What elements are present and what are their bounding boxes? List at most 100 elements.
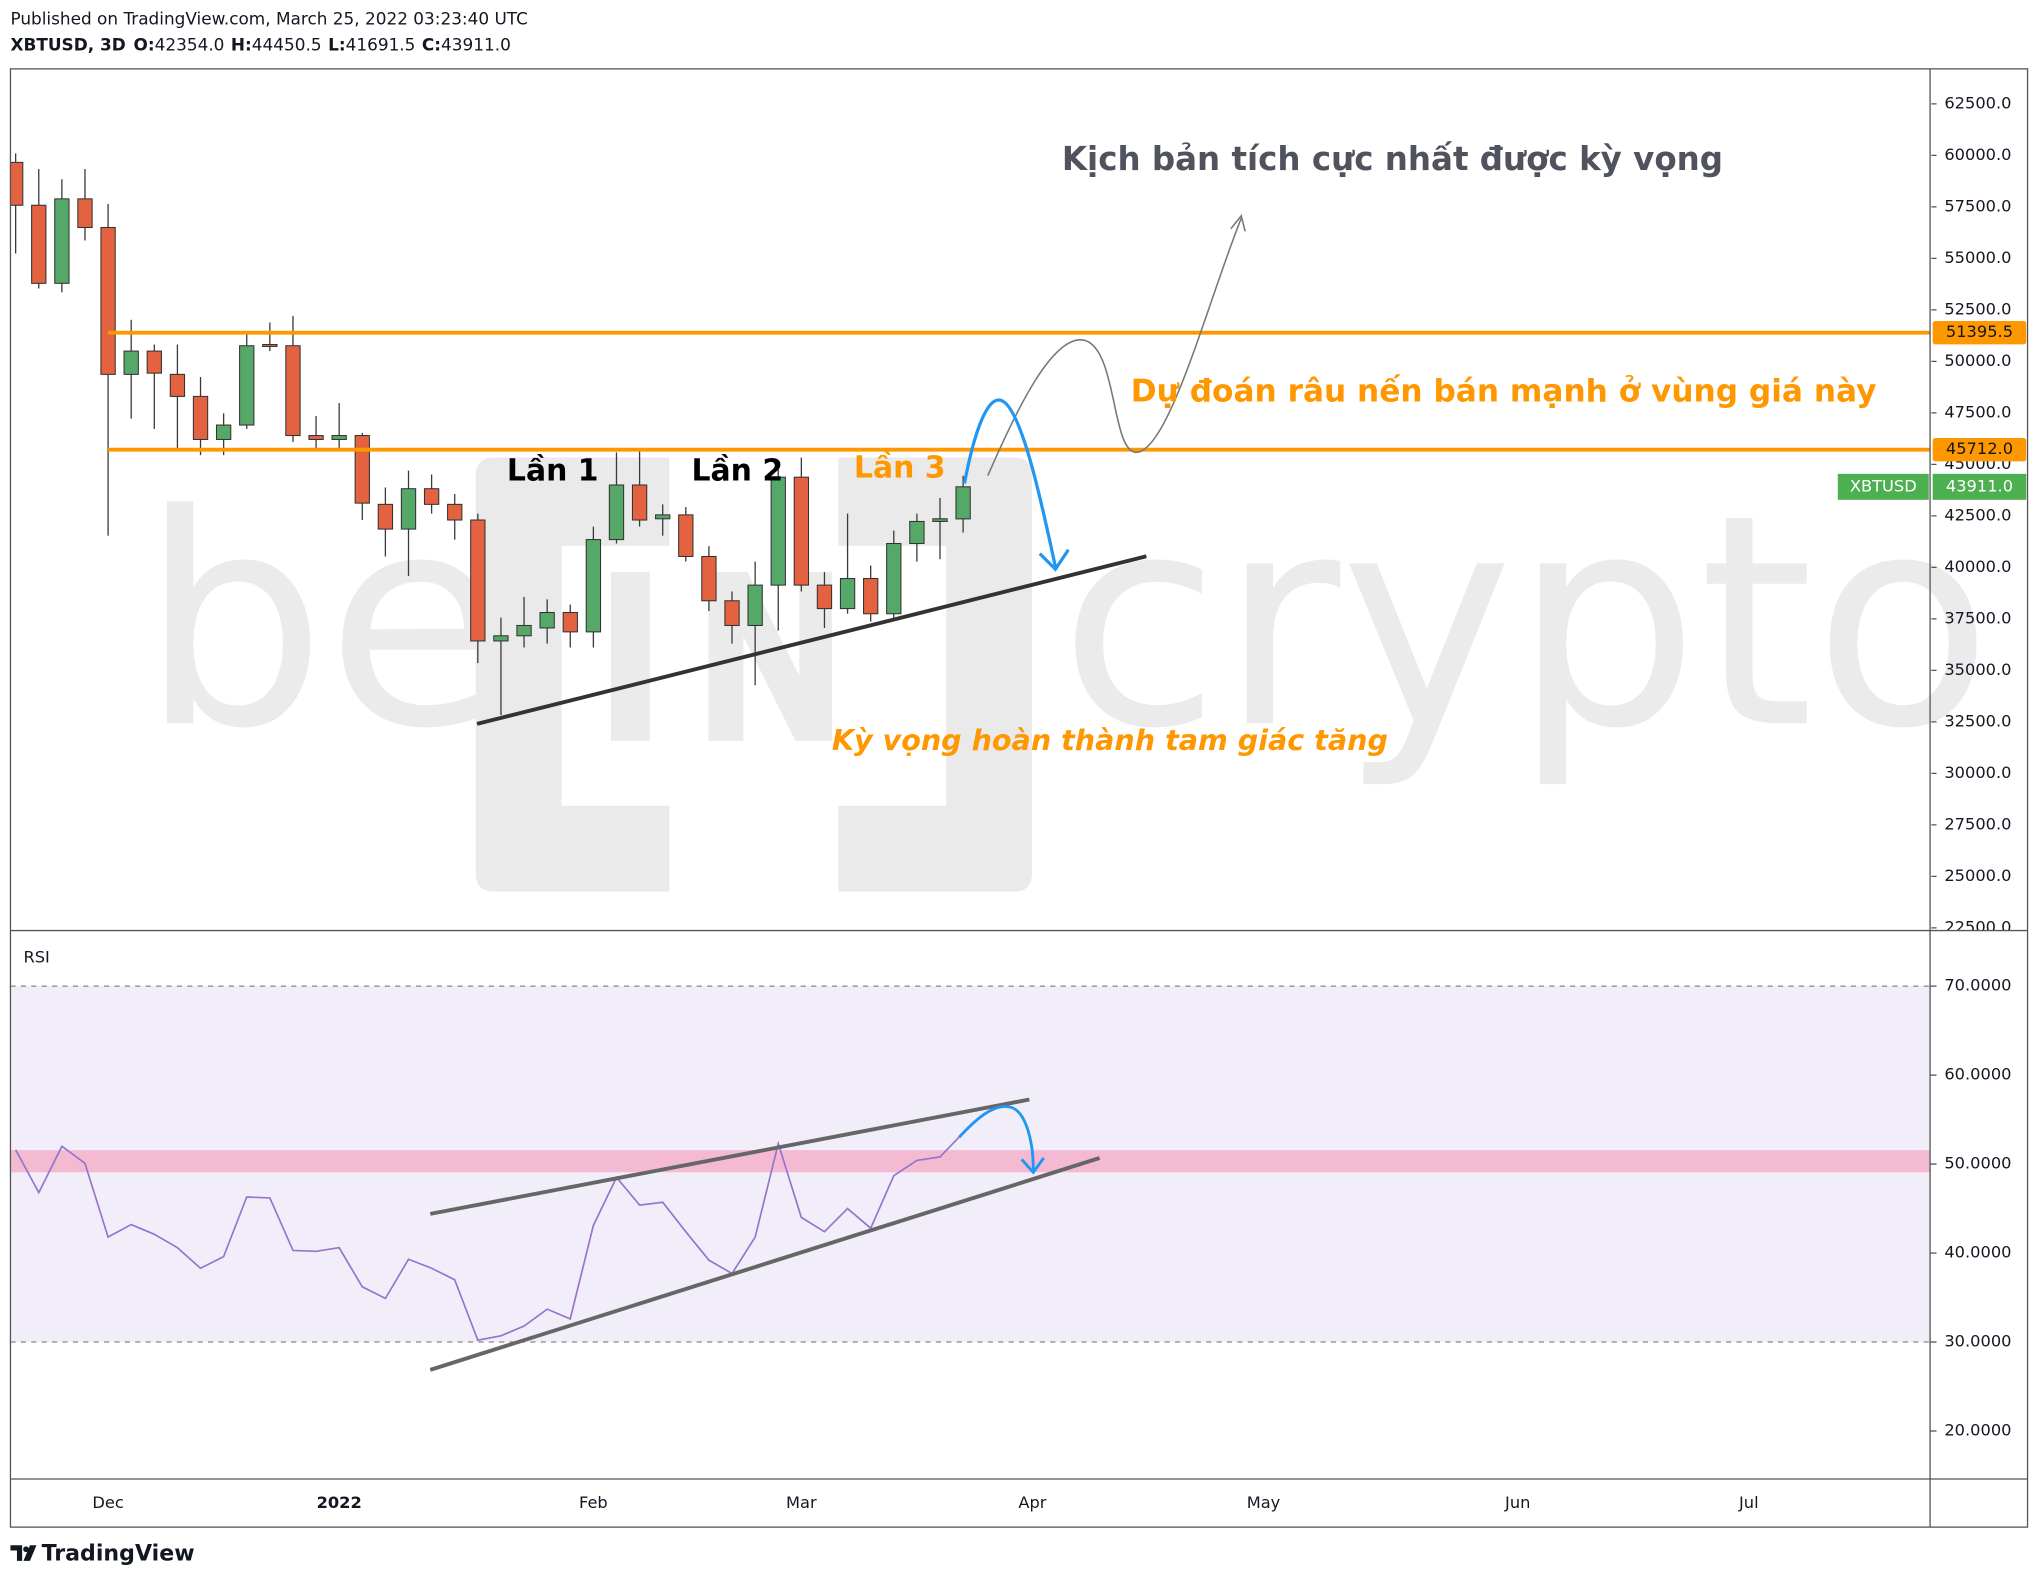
- y-tick-label: 55000.0: [1944, 248, 2011, 267]
- candle-body: [31, 204, 47, 284]
- y-tick-label: 25000.0: [1944, 866, 2011, 885]
- last-price-box: [1932, 473, 2027, 500]
- candle-body: [932, 518, 948, 522]
- candle-body: [539, 611, 555, 629]
- candle-body: [354, 435, 370, 504]
- candle-body: [909, 520, 925, 545]
- y-tick-label: 60000.0: [1944, 145, 2011, 164]
- rsi-trend-lower: [429, 1156, 1101, 1372]
- candle-body: [470, 519, 486, 642]
- candle-body: [192, 395, 209, 440]
- ohlc-key: O:: [134, 34, 155, 54]
- ohlc-value: 42354.0: [155, 34, 225, 54]
- y-tick-label: 32500.0: [1944, 711, 2011, 730]
- candle-body: [793, 476, 810, 586]
- watermark-bracket: [475, 457, 670, 892]
- candle-body: [239, 345, 255, 426]
- brand: TradingView: [42, 1540, 195, 1566]
- candle-body: [863, 577, 879, 615]
- x-tick-label: Jul: [1738, 1493, 1759, 1512]
- candle-body: [377, 503, 394, 530]
- y-tick-label: 70.0000: [1944, 976, 2011, 995]
- candle-body: [215, 424, 232, 440]
- y-tick-label: 47500.0: [1944, 402, 2011, 421]
- candle-body: [447, 503, 463, 521]
- rsi-arrow: [958, 1104, 1045, 1175]
- candle-body: [423, 488, 440, 505]
- candle-body: [493, 635, 509, 642]
- price-pane: [10, 153, 1931, 726]
- ohlc-value: 41691.5: [346, 34, 416, 54]
- frame: [9, 68, 2029, 1528]
- watermark-text: be: [140, 452, 506, 792]
- ohlc-key: H:: [231, 34, 252, 54]
- candle-body: [123, 350, 139, 375]
- rsi-trend-upper: [429, 1097, 1030, 1216]
- ohlc-value: 43911.0: [441, 34, 511, 54]
- ohlc-key: L:: [328, 34, 346, 54]
- top-layer: Dec 2022 Feb Mar Apr May Jun Jul 51395.5 45712.0 X…: [23, 140, 2027, 1512]
- level-box: [1932, 438, 2027, 462]
- y-tick-label: 20.0000: [1944, 1420, 2011, 1439]
- rejection-arrow: [962, 398, 1070, 572]
- candle-body: [54, 198, 70, 284]
- candle-body: [585, 539, 602, 633]
- candle-body: [308, 435, 324, 440]
- y-tick-label: 42500.0: [1944, 505, 2011, 524]
- candle-body: [169, 373, 186, 397]
- y-tick-label: 40000.0: [1944, 557, 2011, 576]
- x-tick-label: Apr: [1018, 1493, 1046, 1512]
- x-tick-label: Feb: [579, 1493, 608, 1512]
- candle-body: [816, 584, 833, 610]
- candle-body: [562, 611, 578, 633]
- candle-body: [331, 435, 347, 440]
- watermark: be crypto: [140, 452, 1993, 892]
- logo-dot: [23, 1546, 29, 1553]
- last-price-name-box: [1837, 473, 1929, 500]
- y-tick-label: 27500.0: [1944, 814, 2011, 833]
- annotation: Dự đoán râu nến bán mạnh ở vùng giá này: [1131, 373, 1877, 410]
- rsi-pane: [10, 985, 1931, 1372]
- y-tick-label: 52500.0: [1944, 299, 2011, 318]
- y-tick-label: 50000.0: [1944, 351, 2011, 370]
- candle-body: [400, 488, 417, 530]
- y-tick-label: 37500.0: [1944, 608, 2011, 627]
- watermark-text: crypto: [1059, 452, 1992, 792]
- annotation: Lần 3: [854, 451, 946, 486]
- trend-line: [476, 554, 1147, 726]
- candle-body: [839, 577, 856, 610]
- ohlc-value: 44450.5: [252, 34, 322, 54]
- scenario-path: [987, 214, 1246, 476]
- candle-body: [631, 484, 648, 521]
- rsi-line: [14, 1132, 964, 1342]
- price-axis: 22500.0 25000.0 27500.0 30000.0 32500.0 35000…: [1931, 93, 2012, 931]
- candle-body: [77, 198, 93, 229]
- candle-body: [886, 542, 902, 615]
- y-tick-label: 57500.0: [1944, 196, 2011, 215]
- candle-body: [955, 486, 971, 520]
- highlight-zone: [10, 1150, 1931, 1173]
- published-note: Published on TradingView.com, March 25, …: [10, 8, 527, 28]
- candle-body: [701, 555, 717, 602]
- footer-logo: TradingView: [10, 1540, 195, 1566]
- annotation: Kỳ vọng hoàn thành tam giác tăng: [832, 723, 1388, 757]
- symbol: XBTUSD, 3D: [10, 34, 125, 54]
- candle-body: [747, 584, 763, 627]
- symbol-line: XBTUSD, 3D O:42354.0 H:44450.5 L:41691.5 C:4…: [10, 34, 510, 54]
- x-tick-label: 2022: [317, 1493, 362, 1512]
- y-tick-label: 30.0000: [1944, 1332, 2011, 1351]
- y-tick-label: 40.0000: [1944, 1243, 2011, 1262]
- x-tick-label: Mar: [786, 1493, 817, 1512]
- annotation: Lần 1: [507, 453, 599, 488]
- candle-body: [10, 161, 24, 206]
- y-tick-label: 30000.0: [1944, 763, 2011, 782]
- last-price-name: XBTUSD: [1850, 476, 1917, 495]
- x-tick-label: Jun: [1504, 1493, 1530, 1512]
- y-tick-label: 35000.0: [1944, 660, 2011, 679]
- candle-body: [724, 600, 740, 627]
- level-label: 45712.0: [1946, 439, 2013, 458]
- candle-body: [655, 514, 671, 520]
- ohlc-key: C:: [422, 34, 441, 54]
